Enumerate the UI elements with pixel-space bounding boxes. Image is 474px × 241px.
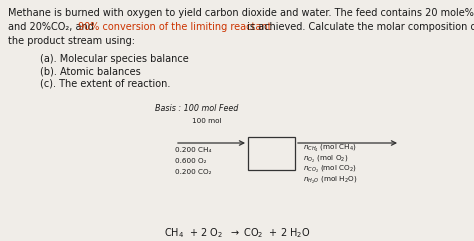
Text: 100 mol: 100 mol [192,118,221,124]
Text: $n_{CO_2}$ (mol CO$_2$): $n_{CO_2}$ (mol CO$_2$) [303,164,357,175]
Text: $n_{CH_4}$ (mol CH$_4$): $n_{CH_4}$ (mol CH$_4$) [303,143,357,154]
Text: (c). The extent of reaction.: (c). The extent of reaction. [40,78,170,88]
Text: 0.600 O₂: 0.600 O₂ [175,158,207,164]
Text: (a). Molecular species balance: (a). Molecular species balance [40,54,189,64]
Text: $n_{H_2O}$ (mol H$_2$O): $n_{H_2O}$ (mol H$_2$O) [303,174,358,186]
Text: Methane is burned with oxygen to yield carbon dioxide and water. The feed contai: Methane is burned with oxygen to yield c… [8,8,474,18]
Text: Basis : 100 mol Feed: Basis : 100 mol Feed [155,104,238,113]
Text: the product stream using:: the product stream using: [8,36,135,46]
Text: 0.200 CO₂: 0.200 CO₂ [175,169,211,175]
Bar [248,137,295,170]
Text: $n_{O_2}$ (mol O$_2$): $n_{O_2}$ (mol O$_2$) [303,154,348,165]
Text: 90% conversion of the limiting reactant: 90% conversion of the limiting reactant [78,22,272,32]
Text: CH$_4$  + 2 O$_2$  $\rightarrow$ CO$_2$  + 2 H$_2$O: CH$_4$ + 2 O$_2$ $\rightarrow$ CO$_2$ + … [164,226,310,240]
Text: and 20%CO₂, and: and 20%CO₂, and [8,22,97,32]
Text: (b). Atomic balances: (b). Atomic balances [40,66,141,76]
Text: 0.200 CH₄: 0.200 CH₄ [175,147,211,153]
Text: is achieved. Calculate the molar composition of: is achieved. Calculate the molar composi… [244,22,474,32]
